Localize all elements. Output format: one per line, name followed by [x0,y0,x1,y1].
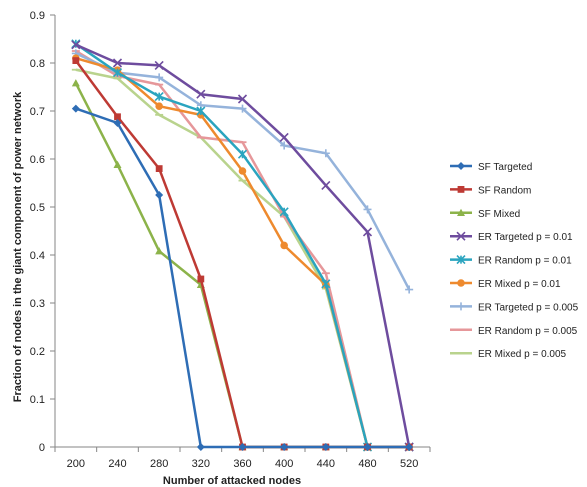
legend-item: ER Mixed p = 0.01 [450,279,561,290]
legend-item: ER Targeted p = 0.01 [450,231,573,243]
data-point [321,180,331,190]
legend-label: SF Mixed [478,209,520,220]
legend-label: SF Random [478,185,531,196]
data-point [280,241,288,250]
data-point [197,275,205,283]
data-point [196,89,206,99]
legend-item: ER Random p = 0.01 [450,255,572,267]
x-tick-label: 480 [358,458,376,470]
x-tick-label: 320 [192,458,210,470]
data-point [154,92,164,102]
legend-item: SF Random [450,185,531,196]
legend-item: SF Mixed [450,208,520,220]
y-tick-label: 0 [39,442,45,454]
data-point [405,443,414,451]
x-tick-label: 360 [233,458,251,470]
y-axis-title: Fraction of nodes in the giant component… [12,91,24,402]
data-point [71,79,80,87]
data-point [457,186,465,193]
data-point [155,247,164,255]
data-point [196,443,205,451]
legend-label: ER Random p = 0.005 [478,326,578,337]
x-tick-label: 400 [275,458,293,470]
series-er-mixed-p-0-005 [71,68,414,449]
data-point [321,149,330,158]
y-tick-label: 0.7 [30,106,45,118]
data-point [114,113,121,121]
y-tick-label: 0.4 [30,250,45,262]
legend-label: ER Targeted p = 0.005 [478,302,579,313]
x-axis-title: Number of attacked nodes [163,475,301,487]
data-point [280,141,289,150]
data-point [457,302,465,311]
x-tick-label: 520 [400,458,418,470]
data-point [238,104,247,113]
series-line [75,107,410,449]
data-point [238,167,247,175]
plot-area [71,39,414,452]
data-point [237,94,248,104]
legend-item: SF Targeted [450,162,532,173]
series-line [75,42,410,449]
legend-label: ER Random p = 0.01 [478,256,572,267]
y-tick-label: 0.5 [30,202,45,214]
data-point [363,205,372,214]
data-point [237,149,248,159]
x-tick-label: 200 [67,458,85,470]
legend-item: ER Mixed p = 0.005 [450,349,567,360]
data-point [457,208,465,216]
data-point [71,104,80,113]
data-point [196,106,206,116]
series-sf-random [72,57,413,451]
data-point [155,191,164,199]
data-point [155,165,163,172]
data-point [363,443,372,451]
y-tick-label: 0.1 [30,394,45,406]
series-sf-targeted [71,104,414,451]
data-point [113,160,122,168]
data-point [280,443,289,451]
data-point [457,279,465,287]
x-tick-label: 240 [108,458,126,470]
data-point [362,227,373,237]
legend-label: SF Targeted [478,162,532,173]
y-tick-label: 0.6 [30,154,45,166]
y-tick-label: 0.2 [30,346,45,358]
data-point [279,207,289,217]
data-point [457,162,465,170]
x-tick-label: 280 [150,458,168,470]
series-er-targeted-p-0-01 [71,40,414,452]
chart-axes: 0 0.1 0.2 0.3 0.4 0.5 0.6 0.7 0.8 0.9 200 240 280 320… [30,10,431,470]
data-point [456,231,466,241]
data-point [321,443,330,451]
data-point [112,68,123,78]
series-line [75,56,410,449]
data-point [456,255,466,265]
data-point [155,73,164,82]
data-point [71,40,81,50]
legend-label: ER Mixed p = 0.005 [478,349,567,360]
data-point [72,57,80,64]
data-point [113,119,122,127]
y-tick-label: 0.3 [30,298,45,310]
legend-item: ER Random p = 0.005 [450,326,578,337]
legend-label: ER Targeted p = 0.01 [478,232,573,243]
legend-item: ER Targeted p = 0.005 [450,302,579,313]
data-point [321,279,331,289]
series-er-mixed-p-0-01 [72,54,413,451]
y-tick-label: 0.9 [30,10,45,22]
series-er-random-p-0-01 [71,39,414,452]
data-point [279,132,289,142]
data-point [154,60,164,70]
legend-label: ER Mixed p = 0.01 [478,279,561,290]
x-tick-label: 440 [317,458,335,470]
data-point [112,58,123,68]
legend: SF Targeted SF Random SF Mixed ER Targeted … [450,162,579,360]
y-tick-label: 0.8 [30,58,45,70]
data-point [155,102,163,110]
data-point [405,285,414,294]
data-point [238,443,247,451]
series-line [74,59,410,449]
